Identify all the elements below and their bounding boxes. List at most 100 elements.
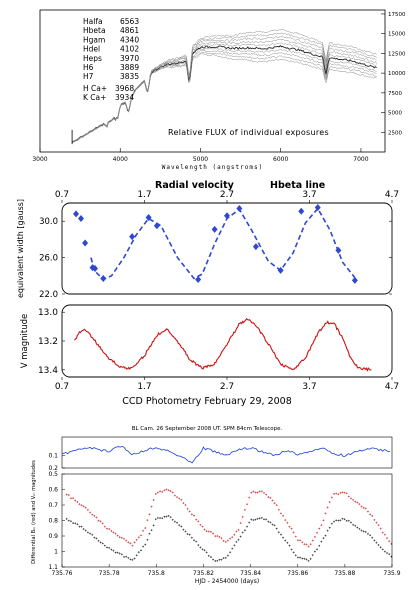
b-band-point [349,497,352,500]
v-band-point [120,553,123,556]
v-band-point [74,522,77,525]
b-band-point [146,519,149,522]
v-band-point [265,518,268,521]
v-band-point [142,545,145,548]
v-band-point [248,521,251,524]
b-band-point [101,522,104,525]
v-band-point [279,533,282,536]
b-band-point [214,535,217,538]
y-axis-label: Differential Bₘ (red) and Vₘ magnitudes [31,460,37,564]
b-band-point [303,543,306,546]
b-band-point [222,539,225,542]
b-band-point [99,520,102,523]
v-band-point [103,544,106,547]
b-band-point [176,496,179,499]
v-band-point [364,530,367,533]
v-band-point [131,558,134,561]
v-band-point [205,551,208,554]
annotation-text: Relative FLUX of individual exposures [168,128,329,137]
v-band-point [250,518,253,521]
y-tick-label: 13.0 [38,308,58,318]
y-tick-label: 17500 [388,12,406,18]
v-band-point [186,533,189,536]
v-band-point [67,519,70,522]
y-tick-label: 0.8 [48,518,58,525]
b-band-point [65,493,68,496]
v-band-point [337,519,340,522]
y-tick-label: 0.5 [48,471,58,478]
b-band-point [311,539,314,542]
v-band-point [324,534,327,537]
b-band-point [386,537,389,540]
b-band-point [296,539,299,542]
b-band-point [241,515,244,518]
data-point [77,214,84,222]
b-band-point [95,516,98,519]
v-band-point [161,517,164,520]
v-band-point [241,531,244,534]
x-tick-label: 1.7 [137,382,151,392]
data-point [335,246,342,254]
b-band-point [265,493,268,496]
v-band-point [146,538,149,541]
v-band-point [296,556,299,559]
b-band-point [309,543,312,546]
data-point [252,243,259,251]
v-band-point [224,556,227,559]
b-band-point [110,529,113,532]
x-tick-label: 3000 [32,156,47,163]
v-band-point [239,535,242,538]
v-band-point [263,518,266,521]
b-band-point [381,531,384,534]
x-tick-label: 735.76 [52,570,73,577]
b-band-point [72,497,75,500]
b-band-point [84,506,87,509]
spectrum-curve [71,38,377,143]
v-band-point [260,516,263,519]
y-tick-label: 26.0 [39,254,58,264]
v-band-point [275,527,278,530]
v-band-point [101,542,104,545]
b-band-point [78,503,81,506]
v-band-point [347,519,350,522]
b-band-point [286,521,289,524]
b-band-point [316,531,319,534]
line-name: Hdel [83,45,100,54]
v-band-point [349,521,352,524]
b-band-point [76,500,79,503]
b-band-point [260,490,263,493]
y-tick-label: 1.1 [48,564,58,571]
line-wavelength: 6563 [120,17,139,26]
v-band-point [93,536,96,539]
b-band-point [150,505,153,508]
b-band-point [129,542,132,545]
line-name: Heps [83,54,102,63]
x-tick-label: 735.86 [287,570,308,577]
light-curve [73,317,372,372]
x-tick-label: 735.88 [334,570,355,577]
v-band-point [199,546,202,549]
y-tick-label: 0.2 [48,465,58,472]
data-point [224,212,230,220]
v-band-point [137,551,140,554]
v-band-point [173,520,176,523]
y-tick-label: 10000 [388,71,406,77]
b-band-point [133,541,136,544]
b-band-point [209,530,212,533]
b-band-point [229,537,232,540]
data-point [92,265,98,273]
b-band-point [373,518,376,521]
data-point [129,233,136,241]
b-band-point [220,537,223,540]
x-tick-label: 3.7 [302,382,316,392]
fit-curve [90,207,356,281]
v-band-point [218,558,221,561]
y-tick-label: 0.9 [48,533,58,540]
plot-frame-comparison [61,436,393,469]
v-band-point [188,533,191,536]
v-band-point [369,534,372,537]
b-band-point [358,503,361,506]
y-tick-label: 5000 [388,111,402,117]
v-band-point [294,554,297,557]
b-band-point [377,524,380,527]
